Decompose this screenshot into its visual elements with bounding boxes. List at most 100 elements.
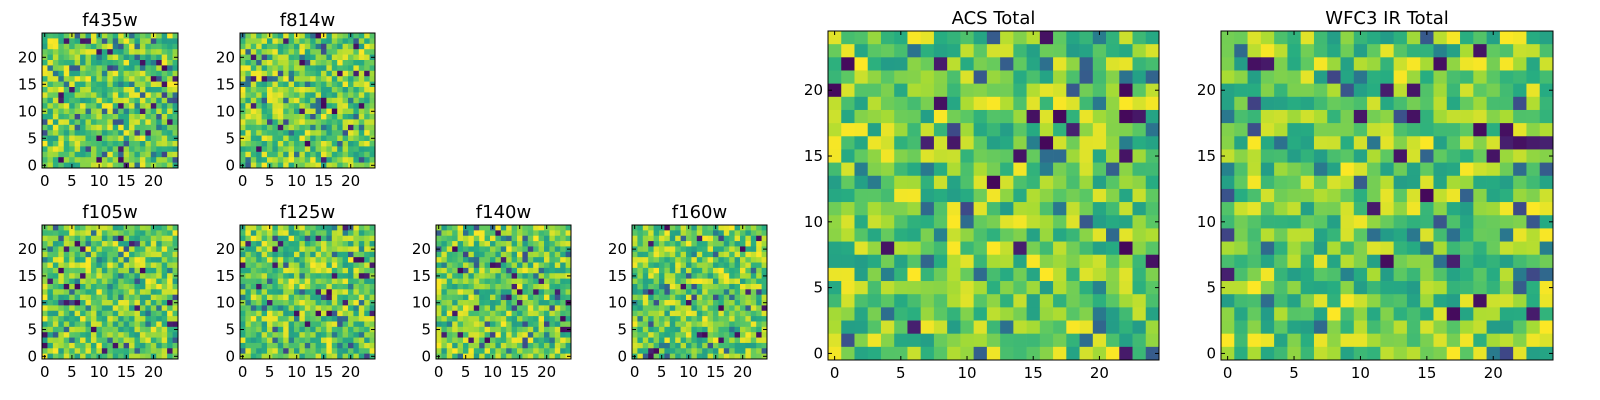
heatmap-cell	[96, 246, 103, 253]
heatmap-cell	[47, 70, 54, 77]
heatmap-cell	[58, 267, 65, 274]
heatmap-cell	[1000, 267, 1014, 282]
heatmap-cell	[1079, 215, 1094, 229]
heatmap-cell	[675, 310, 681, 317]
heatmap-cell	[973, 333, 988, 348]
heatmap-cell	[659, 230, 665, 237]
heatmap-cell	[150, 103, 157, 109]
heatmap-cell	[457, 337, 464, 344]
heatmap-cell	[729, 316, 735, 322]
heatmap-cell	[761, 332, 768, 338]
heatmap-cell	[1274, 109, 1288, 124]
heatmap-cell	[920, 241, 935, 256]
heatmap-cell	[96, 283, 103, 290]
heatmap-cell	[734, 246, 741, 253]
heatmap-cell	[702, 321, 708, 328]
heatmap-cell	[713, 310, 719, 317]
heatmap-cell	[331, 70, 338, 77]
heatmap-cell	[907, 307, 922, 321]
heatmap-cell	[1433, 123, 1448, 137]
heatmap-cell	[933, 202, 948, 216]
heatmap-cell	[686, 246, 692, 253]
heatmap-cell	[288, 157, 295, 163]
heatmap-cell	[841, 346, 855, 361]
heatmap-cell	[129, 135, 135, 142]
heatmap-cell	[653, 278, 660, 285]
heatmap-cell	[321, 342, 327, 349]
heatmap-cell	[272, 294, 279, 301]
heatmap-cell	[669, 316, 676, 322]
heatmap-cell	[321, 135, 327, 142]
heatmap-cell	[80, 225, 86, 231]
heatmap-cell	[272, 103, 279, 109]
heatmap-cell	[342, 241, 349, 247]
heatmap-cell	[1092, 109, 1107, 124]
heatmap-cell	[145, 342, 152, 349]
heatmap-cell	[42, 289, 48, 296]
heatmap-cell	[167, 108, 173, 115]
heatmap-cell	[69, 316, 75, 322]
heatmap-cell	[288, 278, 295, 285]
heatmap-cell	[69, 251, 75, 258]
heatmap-cell	[511, 289, 518, 296]
heatmap-cell	[240, 87, 246, 93]
heatmap-cell	[1300, 44, 1315, 58]
heatmap-cell	[321, 49, 327, 55]
heatmap-cell	[729, 235, 735, 242]
heatmap-cell	[473, 235, 480, 242]
heatmap-cell	[841, 333, 855, 348]
heatmap-cell	[495, 300, 502, 306]
heatmap-cell	[756, 300, 762, 306]
heatmap-cell	[479, 300, 485, 306]
heatmap-cell	[134, 316, 141, 322]
heatmap-cell	[331, 251, 338, 258]
heatmap-cell	[473, 300, 480, 306]
heatmap-cell	[707, 326, 714, 333]
heatmap-cell	[1066, 136, 1080, 150]
heatmap-cell	[1420, 188, 1434, 203]
heatmap-cell	[933, 70, 948, 84]
heatmap-cell	[326, 246, 333, 253]
heatmap-cell	[315, 162, 322, 169]
heatmap-cell	[463, 251, 469, 258]
heatmap-cell	[750, 251, 757, 258]
heatmap-cell	[256, 262, 262, 269]
heatmap-cell	[1066, 254, 1080, 269]
heatmap-cell	[337, 321, 343, 328]
heatmap-cell	[463, 230, 469, 237]
heatmap-cell	[321, 273, 327, 279]
heatmap-cell	[353, 157, 360, 163]
heatmap-cell	[304, 49, 311, 55]
heatmap-cell	[1446, 109, 1461, 124]
heatmap-cell	[256, 151, 262, 158]
heatmap-cell	[85, 257, 92, 263]
heatmap-cell	[358, 81, 365, 88]
heatmap-cell	[1433, 162, 1448, 177]
heatmap-cell	[664, 294, 671, 301]
heatmap-cell	[364, 81, 370, 88]
heatmap-cell	[156, 162, 163, 169]
heatmap-cell	[1327, 70, 1341, 84]
y-tick-label: 5	[225, 129, 235, 147]
heatmap-cell	[468, 316, 475, 322]
heatmap-cell	[315, 60, 322, 66]
heatmap-cell	[326, 278, 333, 285]
heatmap-cell	[740, 289, 746, 296]
heatmap-cell	[1513, 136, 1527, 150]
heatmap-cell	[986, 320, 1001, 335]
heatmap-cell	[960, 267, 974, 282]
heatmap-cell	[1106, 346, 1120, 361]
heatmap-cell	[1039, 162, 1054, 177]
heatmap-cell	[299, 87, 306, 93]
heatmap-cell	[112, 294, 119, 301]
heatmap-cell	[1132, 123, 1147, 137]
heatmap-cell	[740, 348, 746, 354]
heatmap-cell	[1092, 202, 1107, 216]
heatmap-cell	[63, 49, 70, 55]
heatmap-cell	[342, 278, 349, 285]
heatmap-cell	[52, 70, 59, 77]
heatmap-cell	[669, 342, 676, 349]
heatmap-cell	[920, 281, 935, 295]
heatmap-cell	[321, 262, 327, 269]
